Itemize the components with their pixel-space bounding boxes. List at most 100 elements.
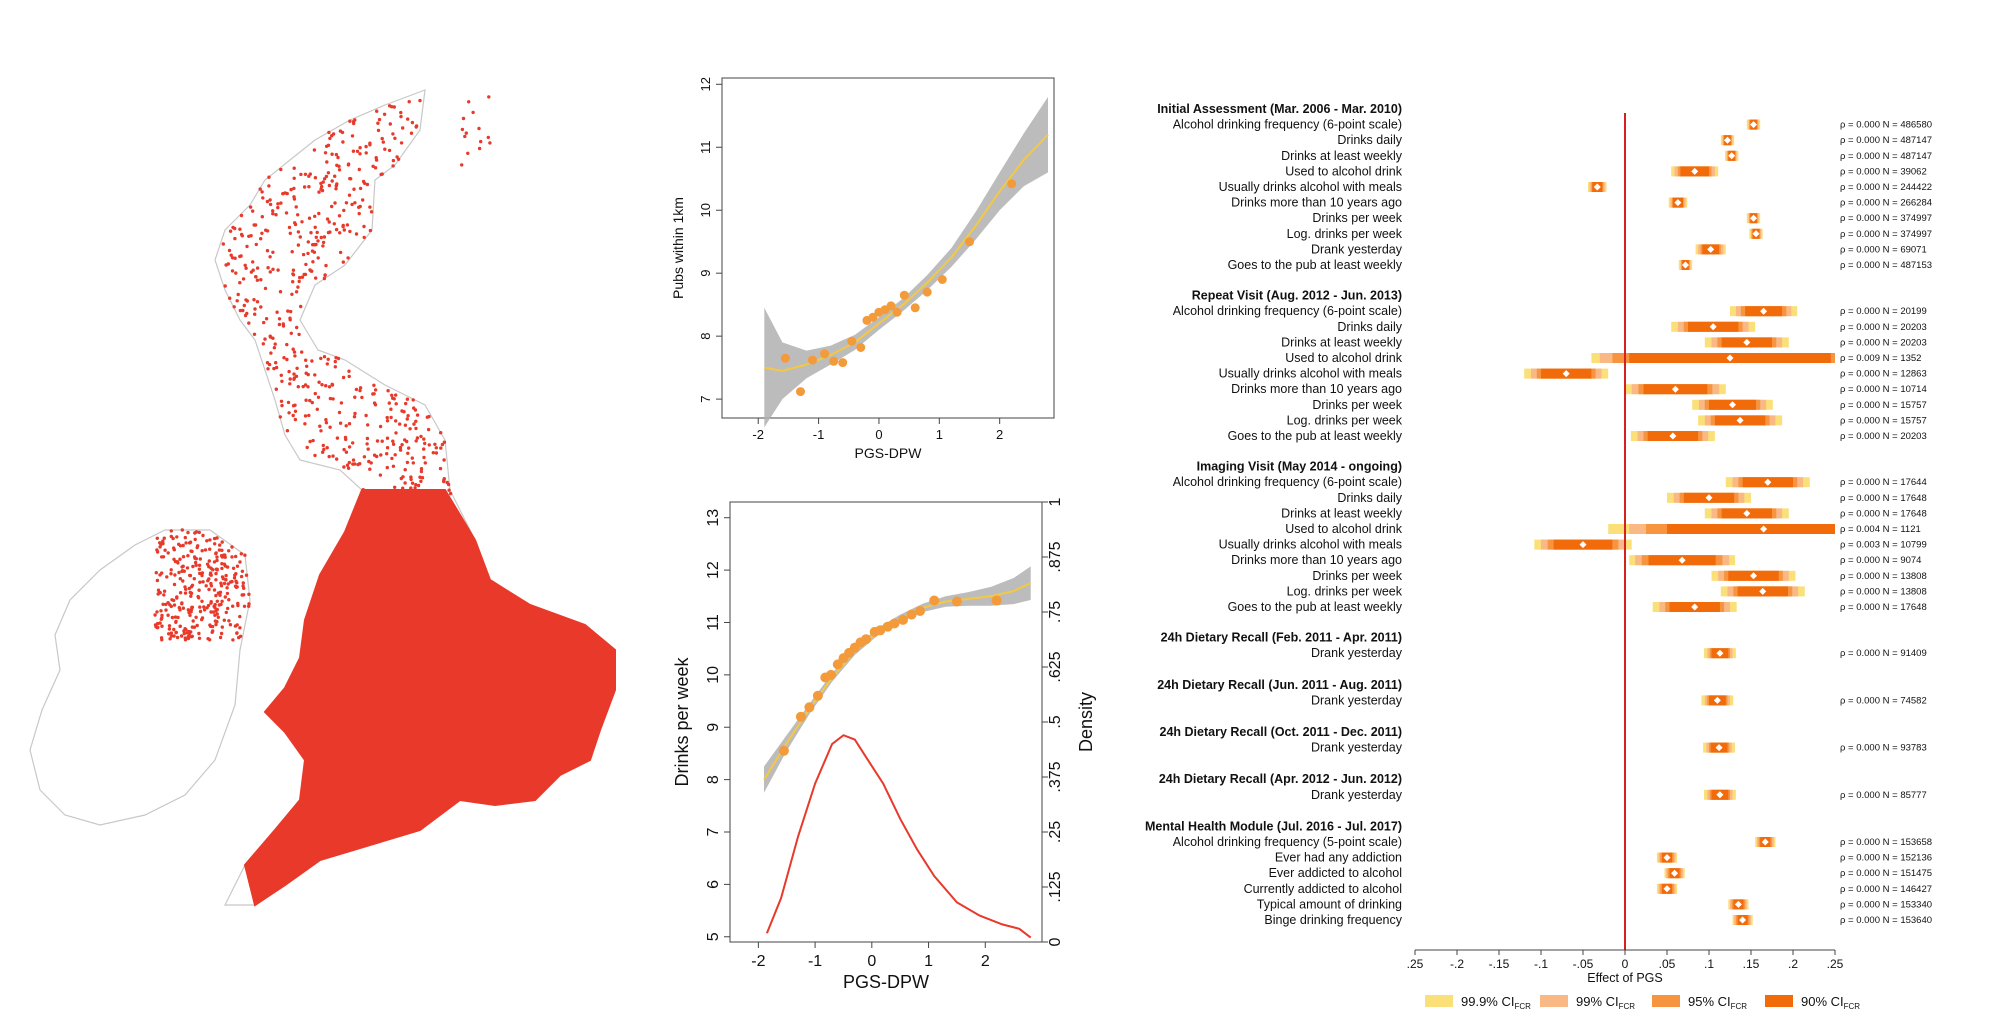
pub-dot (411, 398, 415, 402)
pub-dot (317, 190, 321, 194)
fit-line (763, 582, 1032, 781)
estimate-marker (1728, 152, 1736, 160)
pub-dot (396, 157, 401, 161)
pub-dot (378, 424, 383, 429)
pub-dot (335, 457, 339, 461)
pub-dot (364, 144, 368, 149)
pub-dot (253, 307, 257, 311)
pub-dot (400, 409, 404, 413)
pub-dot (400, 443, 404, 447)
pub-dot (369, 210, 374, 214)
pub-dot (334, 152, 339, 157)
pub-dot (406, 451, 410, 455)
estimate-marker (1750, 214, 1758, 222)
pub-dot (274, 387, 278, 391)
pub-dot (243, 553, 247, 557)
scatter-point (951, 596, 962, 607)
pub-dot (328, 136, 332, 141)
pub-dot (242, 303, 246, 308)
pub-dot (282, 356, 286, 360)
pub-dot (245, 311, 249, 316)
pub-dot (391, 132, 395, 136)
row-label: Drank yesterday (1311, 242, 1403, 256)
pub-dot (398, 445, 403, 450)
pub-dot (223, 555, 227, 559)
row-label: Alcohol drinking frequency (6-point scal… (1173, 475, 1402, 489)
pub-dot (264, 317, 269, 321)
pub-dot (177, 542, 181, 546)
pub-dot (358, 386, 363, 390)
row-stat: ρ = 0.000 N = 13808 (1840, 571, 1927, 582)
pub-dot (233, 584, 238, 588)
pub-dot (303, 422, 307, 426)
pub-dot (460, 127, 465, 132)
x-axis-label: PGS-DPW (843, 972, 929, 992)
pub-dot (207, 587, 211, 592)
pub-dot (393, 136, 397, 140)
pub-dot (324, 174, 329, 179)
pub-dot (412, 422, 416, 426)
pub-dot (355, 149, 360, 153)
pub-dot (322, 235, 327, 239)
estimate-marker (1761, 838, 1769, 846)
pub-dot (466, 151, 470, 155)
pub-dot (193, 537, 197, 542)
scatter-point (898, 614, 908, 625)
y2-tick-label: .75 (1047, 601, 1064, 623)
y-tick-label: 12 (705, 561, 722, 579)
estimate-marker (1743, 509, 1751, 517)
pub-dot (210, 630, 214, 634)
pub-dot (442, 479, 446, 484)
pub-dot (321, 240, 326, 245)
pub-dot (262, 320, 266, 325)
pub-dot (156, 592, 160, 596)
y-tick-label: 8 (705, 775, 722, 784)
pub-dot (163, 548, 167, 552)
map-svg (29, 89, 616, 907)
pub-dot (247, 234, 251, 238)
pub-dot (169, 534, 173, 539)
pub-dot (276, 268, 280, 272)
pub-dot (155, 536, 159, 540)
pub-dot (385, 446, 390, 450)
row-stat: ρ = 0.000 N = 487147 (1840, 151, 1932, 162)
pub-dot (295, 325, 299, 330)
row-stat: ρ = 0.000 N = 15757 (1840, 415, 1927, 426)
forest-x-tick-label: 0 (1622, 957, 1629, 971)
pub-dot (352, 415, 357, 419)
pub-dot (319, 235, 323, 240)
pub-dot (215, 558, 219, 563)
pub-dot (438, 509, 442, 514)
legend-label: 99.9% CIFCR (1461, 994, 1531, 1011)
pubs-scatter-panel: -2 -1 0 1 2 7 8 9 10 11 12 PGS-DPW Pubs within 1km (650, 60, 1070, 480)
row-stat: ρ = 0.000 N = 487153 (1840, 260, 1932, 271)
pub-dot (255, 266, 260, 270)
pub-dot (182, 569, 186, 573)
pub-dot (342, 208, 346, 213)
pub-dot (239, 254, 243, 258)
pub-dot (205, 539, 209, 543)
pub-dot (218, 635, 223, 640)
row-label: Drinks more than 10 years ago (1231, 553, 1402, 567)
pub-dot (291, 347, 295, 351)
row-stat: ρ = 0.000 N = 85777 (1840, 790, 1927, 801)
pub-dot (230, 256, 235, 260)
pub-dot (188, 613, 192, 617)
pub-dot (401, 486, 405, 490)
pub-dot (426, 505, 431, 509)
y-tick-label: 9 (705, 723, 722, 732)
pub-dot (247, 321, 251, 325)
y-tick-label: 12 (698, 77, 713, 91)
pub-dot (220, 625, 224, 629)
pub-dot (313, 225, 317, 229)
pub-dot (265, 249, 270, 253)
pub-dot (187, 610, 191, 615)
pub-dot (276, 202, 280, 206)
pub-dot (191, 564, 195, 569)
pub-dot (183, 591, 188, 595)
row-label: Drinks more than 10 years ago (1231, 382, 1402, 396)
pub-dot (394, 431, 398, 435)
pub-dot (351, 119, 356, 124)
x-tick-label: 2 (996, 427, 1003, 442)
pub-dot (313, 176, 318, 180)
